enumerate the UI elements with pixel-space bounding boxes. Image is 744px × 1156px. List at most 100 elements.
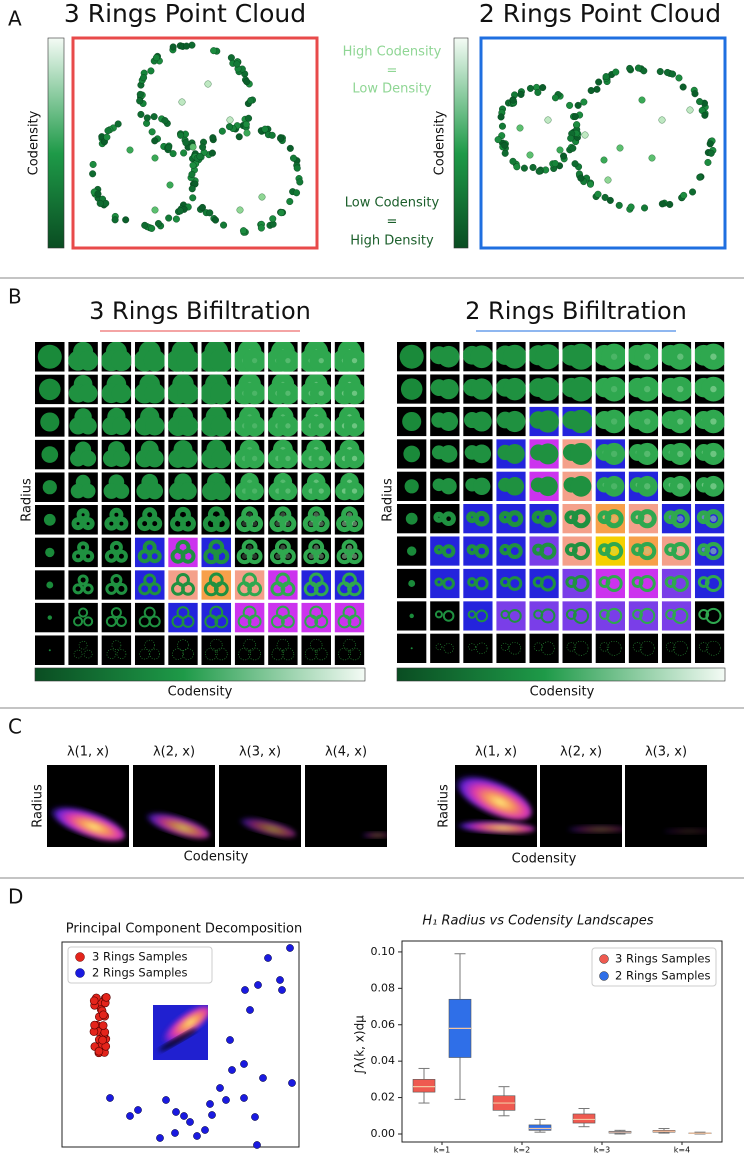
ring	[473, 510, 490, 527]
tile-bg	[334, 635, 365, 665]
tile	[201, 635, 232, 665]
legend-marker	[75, 968, 85, 978]
tile	[201, 505, 232, 535]
point	[225, 123, 233, 131]
plot-frame	[401, 940, 723, 1143]
ring	[508, 642, 522, 655]
tile	[334, 342, 365, 372]
point	[136, 90, 144, 98]
blob	[243, 381, 265, 405]
blob	[400, 378, 423, 400]
ring	[605, 542, 624, 561]
tile	[694, 406, 725, 437]
ring	[347, 581, 362, 597]
tile	[168, 570, 198, 600]
point	[233, 60, 241, 68]
highlight	[610, 483, 618, 490]
tile	[397, 601, 427, 631]
tile	[68, 439, 98, 470]
highlight	[351, 357, 358, 364]
point	[236, 206, 244, 214]
blob	[179, 482, 197, 500]
point	[286, 944, 294, 952]
ring	[270, 614, 285, 629]
tile	[694, 601, 725, 631]
tile	[496, 374, 526, 404]
tile	[234, 505, 265, 535]
blob	[110, 350, 132, 372]
ring	[468, 643, 476, 651]
blob	[211, 448, 232, 469]
ring	[443, 643, 454, 654]
point	[296, 178, 304, 186]
highlight	[351, 423, 358, 429]
highlight	[351, 520, 358, 527]
tile	[529, 374, 559, 404]
highlight	[677, 483, 684, 490]
point	[516, 124, 524, 132]
ring	[571, 509, 591, 529]
ring	[605, 574, 623, 593]
blob	[43, 513, 56, 526]
highlight	[677, 418, 684, 425]
blob	[535, 344, 559, 370]
point	[595, 78, 603, 86]
ring	[81, 517, 95, 531]
point	[165, 144, 173, 152]
point	[226, 1036, 234, 1044]
tile	[301, 537, 331, 568]
ring	[82, 583, 94, 595]
point	[251, 1113, 259, 1121]
point	[99, 1010, 108, 1020]
tile	[168, 537, 198, 568]
tile-bg	[301, 635, 331, 665]
note: =	[387, 64, 398, 79]
tile	[35, 602, 65, 633]
point	[188, 185, 196, 193]
point	[240, 1060, 248, 1068]
tile-bg	[201, 635, 232, 665]
tile	[628, 471, 659, 501]
ring	[148, 615, 161, 628]
tile	[694, 504, 725, 534]
point	[151, 154, 159, 162]
tile	[496, 342, 526, 372]
ring	[271, 647, 285, 661]
tile	[68, 570, 98, 600]
point	[151, 206, 159, 214]
ring	[280, 548, 296, 565]
point	[707, 149, 715, 157]
blob	[113, 483, 130, 499]
ring	[182, 648, 194, 660]
tile	[201, 602, 232, 633]
tile	[268, 635, 298, 665]
point	[669, 70, 677, 78]
point	[126, 146, 134, 154]
ring	[572, 574, 590, 593]
highlight	[275, 553, 281, 559]
blob	[145, 449, 164, 468]
blob	[70, 483, 86, 499]
ring	[433, 544, 444, 555]
point	[551, 94, 559, 102]
heatmap-bg	[625, 765, 707, 847]
tile	[496, 536, 526, 566]
ring	[281, 647, 295, 661]
highlight	[644, 418, 651, 425]
blob	[602, 409, 625, 434]
blob	[276, 348, 298, 372]
tile	[496, 439, 526, 469]
tile	[496, 601, 526, 631]
blob	[310, 415, 331, 437]
ring	[697, 576, 710, 588]
ring	[77, 541, 90, 554]
tile	[496, 406, 526, 437]
point	[686, 106, 694, 114]
highlight	[318, 357, 324, 364]
tile	[201, 407, 232, 437]
tile	[168, 635, 198, 665]
tile	[463, 342, 493, 372]
ring	[347, 614, 362, 629]
blob	[669, 442, 692, 465]
tile	[268, 374, 298, 405]
